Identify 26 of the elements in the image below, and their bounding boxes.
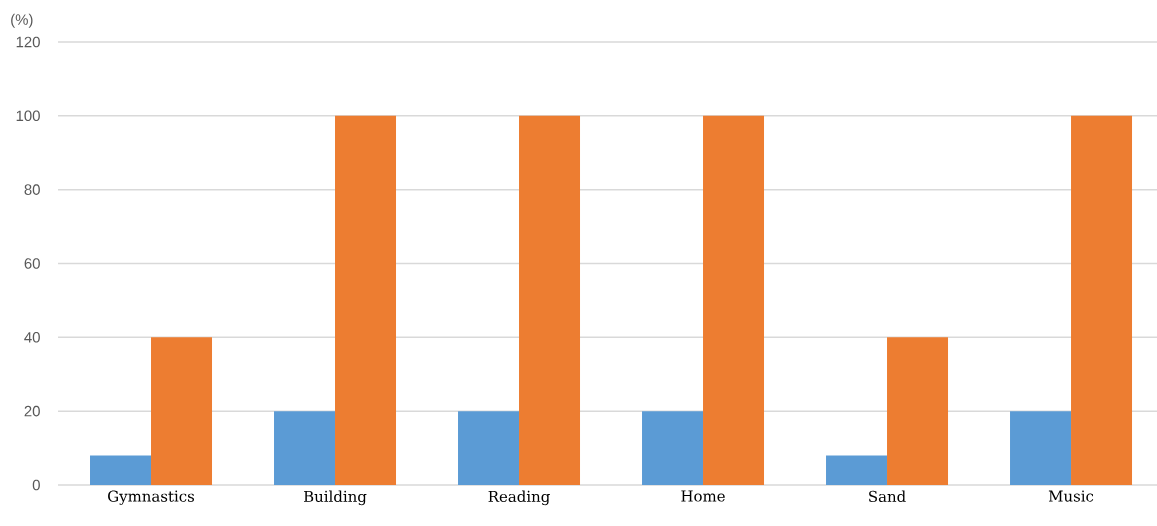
x-tick-label: Building	[303, 490, 367, 506]
bar	[90, 455, 152, 485]
y-tick-label: 100	[16, 110, 40, 122]
bar	[151, 337, 213, 485]
x-tick-label: Music	[1048, 490, 1094, 502]
bar	[1071, 115, 1133, 485]
x-tick-label: Reading	[488, 490, 550, 506]
bar	[1010, 411, 1072, 485]
x-tick-label: Gymnastics	[108, 490, 195, 505]
y-tick-label: 0	[32, 479, 40, 491]
y-tick-label: 120	[16, 36, 40, 48]
x-tick-label: Home	[681, 490, 725, 502]
y-tick-label: 80	[24, 184, 40, 195]
bar	[703, 115, 765, 485]
y-tick-label: 60	[24, 258, 40, 269]
bar	[887, 337, 949, 485]
x-tick-label: Sand	[869, 490, 906, 503]
y-tick-label: 20	[24, 405, 40, 417]
y-axis-title: (%)	[11, 13, 33, 28]
bar	[458, 411, 520, 485]
bar	[335, 115, 397, 485]
bar	[642, 411, 704, 485]
bar	[519, 115, 581, 485]
bar	[826, 455, 888, 485]
bar	[274, 411, 336, 485]
y-tick-label: 40	[24, 332, 40, 343]
